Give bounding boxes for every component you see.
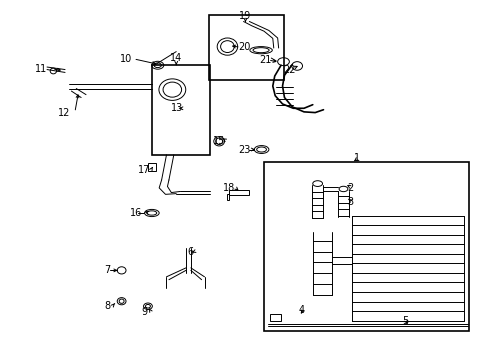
Text: 17: 17: [138, 165, 150, 175]
Text: 14: 14: [170, 53, 182, 63]
Text: 7: 7: [103, 265, 110, 275]
Text: 21: 21: [258, 55, 271, 65]
Text: 8: 8: [104, 301, 110, 311]
Text: 11: 11: [35, 64, 47, 74]
Text: 13: 13: [171, 103, 183, 113]
Text: 15: 15: [212, 136, 225, 145]
Text: 6: 6: [187, 247, 194, 257]
Text: 3: 3: [347, 197, 353, 207]
Text: 10: 10: [120, 54, 132, 64]
Text: 9: 9: [141, 307, 147, 317]
Text: 4: 4: [298, 305, 305, 315]
Text: 16: 16: [130, 208, 142, 218]
Text: 19: 19: [239, 11, 251, 21]
Text: 2: 2: [347, 183, 353, 193]
Text: 5: 5: [402, 316, 407, 325]
Text: 23: 23: [238, 144, 250, 154]
Text: 20: 20: [238, 42, 250, 52]
Text: 12: 12: [58, 108, 70, 118]
Text: 22: 22: [283, 64, 295, 75]
Text: 18: 18: [223, 183, 235, 193]
Text: 1: 1: [353, 153, 359, 163]
